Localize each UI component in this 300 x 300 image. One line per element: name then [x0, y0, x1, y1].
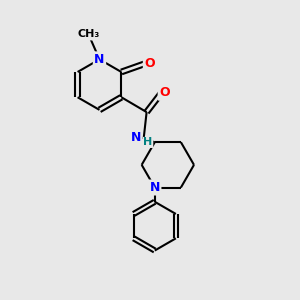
Text: CH₃: CH₃ — [78, 29, 100, 39]
Text: H: H — [143, 137, 153, 147]
Text: N: N — [94, 53, 105, 66]
Text: N: N — [150, 181, 160, 194]
Text: O: O — [159, 86, 170, 99]
Text: N: N — [131, 131, 141, 144]
Text: O: O — [144, 57, 155, 70]
